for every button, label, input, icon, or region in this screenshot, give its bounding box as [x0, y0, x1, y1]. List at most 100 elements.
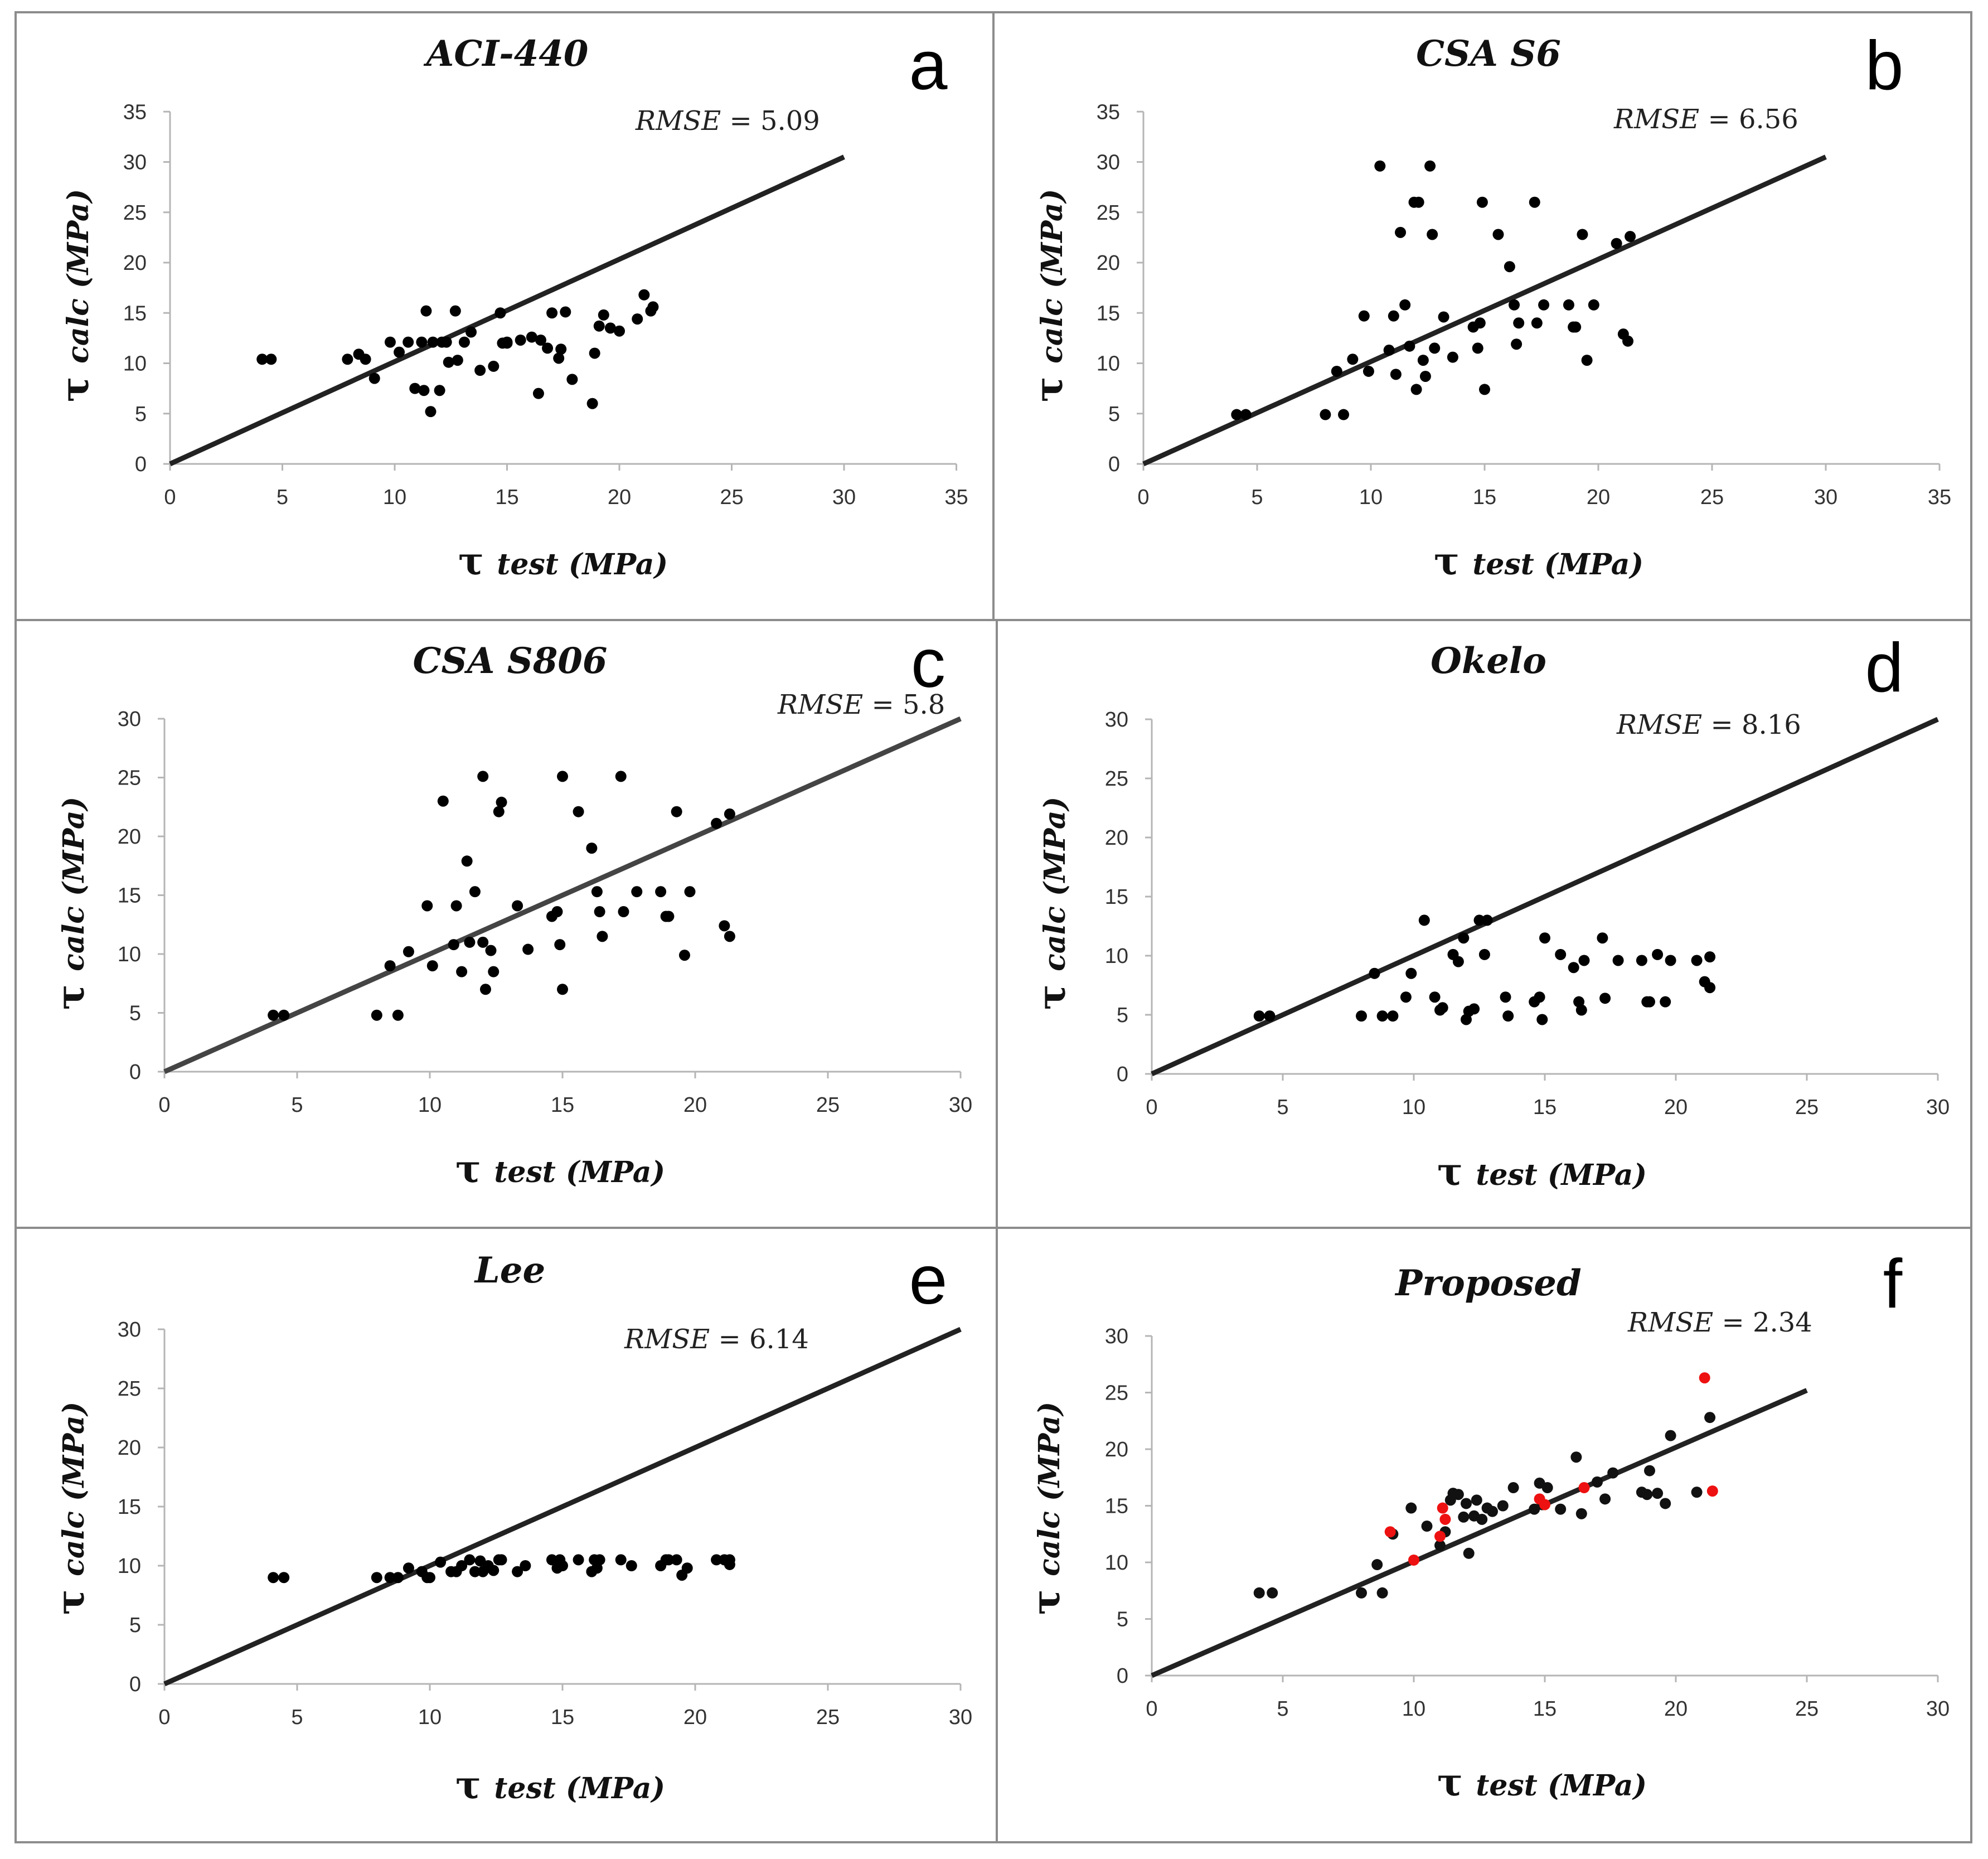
- y-tick-label: 10: [118, 1555, 141, 1578]
- data-point-black: [1267, 1587, 1278, 1599]
- rmse-label: RMSE: [1627, 1307, 1713, 1338]
- y-tick-label: 25: [1105, 767, 1128, 791]
- data-point-data: [1331, 365, 1342, 377]
- data-point-data: [512, 900, 523, 912]
- data-point-black: [1371, 1559, 1383, 1571]
- data-point-data: [594, 1554, 605, 1566]
- data-point-data: [1502, 1010, 1514, 1022]
- tau-symbol: τ: [49, 1576, 93, 1615]
- panel-e: 0 5 10 15 20 25 30 0 5 10 15 20 25 30 Lee e RMSE = 6.14 τ…: [14, 1227, 998, 1843]
- y-tick-label: 0: [129, 1061, 141, 1084]
- data-point-data: [1400, 991, 1412, 1003]
- data-point-black: [1405, 1502, 1417, 1514]
- rmse-value: 5.09: [760, 105, 820, 137]
- data-point-black: [1421, 1521, 1433, 1532]
- data-point-data: [1356, 1010, 1367, 1022]
- data-point-data: [671, 1554, 682, 1566]
- data-point-data: [597, 931, 608, 942]
- data-point-data: [384, 336, 396, 348]
- y-tick-label: 35: [123, 100, 147, 124]
- panel-title: ACI-440: [424, 33, 589, 75]
- data-point-black: [1644, 1465, 1655, 1476]
- y-axis-label: τ calc (MPa): [1030, 797, 1074, 1010]
- data-point-data: [1577, 229, 1588, 240]
- x-axis-label-text: test (MPa): [497, 548, 668, 582]
- data-point-data: [488, 966, 500, 977]
- data-point-data: [440, 336, 452, 348]
- x-tick-label: 15: [551, 1706, 574, 1729]
- panel-frame: [996, 1227, 1972, 1843]
- data-point-data: [278, 1009, 290, 1021]
- y-tick-label: 15: [118, 884, 141, 908]
- data-point-data: [456, 966, 468, 977]
- rmse-equals: =: [1699, 104, 1739, 135]
- data-point-data: [557, 771, 568, 782]
- data-point-data: [614, 325, 625, 337]
- data-point-data: [1231, 409, 1243, 420]
- y-tick-label: 25: [118, 1377, 141, 1401]
- x-tick-label: 20: [608, 486, 631, 509]
- x-axis-label-text: test (MPa): [1476, 1769, 1647, 1803]
- data-point-data: [526, 331, 537, 343]
- x-tick-label: 25: [816, 1093, 840, 1117]
- x-axis-label-text: test (MPa): [494, 1771, 665, 1805]
- data-point-data: [485, 945, 497, 956]
- x-tick-label: 10: [1359, 486, 1383, 509]
- data-point-data: [1429, 342, 1441, 354]
- panel-letter: f: [1883, 1246, 1903, 1323]
- x-tick-label: 20: [683, 1706, 707, 1729]
- rmse-annotation: RMSE = 5.09: [635, 105, 820, 137]
- data-point-data: [1264, 1010, 1276, 1022]
- data-point-red: [1706, 1485, 1718, 1497]
- data-point-black: [1592, 1476, 1603, 1488]
- data-point-black: [1704, 1412, 1716, 1424]
- data-point-data: [265, 354, 277, 365]
- data-point-data: [1513, 317, 1525, 329]
- x-tick-label: 10: [418, 1706, 442, 1729]
- data-point-data: [1622, 335, 1634, 347]
- reference-line: [1142, 154, 1827, 467]
- y-tick-label: 0: [1117, 1664, 1128, 1688]
- data-point-data: [671, 806, 682, 817]
- data-point-data: [1509, 299, 1520, 311]
- panel-a: 0 5 10 15 20 25 30 35 0 5 10 15 20 25 30 35 ACI-440 a RMSE…: [14, 11, 995, 621]
- data-point-data: [1481, 914, 1493, 926]
- y-tick-label: 20: [118, 825, 141, 849]
- data-point-data: [1568, 962, 1579, 974]
- data-point-black: [1461, 1498, 1472, 1509]
- data-point-data: [532, 388, 544, 399]
- data-point-data: [464, 936, 476, 948]
- data-point-black: [1575, 1508, 1587, 1519]
- data-point-data: [647, 301, 659, 313]
- data-point-data: [1536, 1014, 1548, 1025]
- y-tick-label: 25: [1105, 1382, 1128, 1405]
- rmse-label: RMSE: [777, 689, 863, 720]
- data-point-data: [554, 939, 566, 951]
- x-tick-label: 5: [291, 1706, 303, 1729]
- data-point-data: [466, 326, 477, 338]
- data-point-black: [1691, 1487, 1703, 1498]
- data-point-data: [437, 795, 449, 807]
- x-tick-label: 35: [1928, 486, 1951, 509]
- x-axis-label-text: test (MPa): [1472, 548, 1643, 582]
- data-point-data: [425, 406, 437, 418]
- data-point-red: [1699, 1372, 1710, 1384]
- rmse-annotation: RMSE = 6.14: [624, 1324, 809, 1355]
- x-tick-label: 25: [816, 1706, 840, 1729]
- y-tick-label: 5: [1117, 1608, 1128, 1632]
- data-point-data: [1704, 951, 1716, 963]
- data-point-data: [1405, 967, 1417, 979]
- data-point-data: [368, 372, 380, 384]
- panel-title: CSA S6: [1416, 33, 1561, 75]
- data-point-data: [1636, 955, 1647, 966]
- x-tick-label: 15: [551, 1093, 574, 1117]
- x-axis-label: τ test (MPa): [1437, 1760, 1647, 1805]
- y-axis-label: τ calc (MPa): [49, 1402, 93, 1615]
- data-point-data: [1539, 932, 1550, 944]
- x-axis-label: τ test (MPa): [1437, 1150, 1647, 1194]
- data-point-red: [1437, 1502, 1448, 1514]
- y-axis-label: τ calc (MPa): [1027, 189, 1071, 402]
- data-point-black: [1452, 1489, 1464, 1500]
- x-tick-label: 30: [1926, 1697, 1950, 1721]
- data-point-data: [1563, 299, 1574, 311]
